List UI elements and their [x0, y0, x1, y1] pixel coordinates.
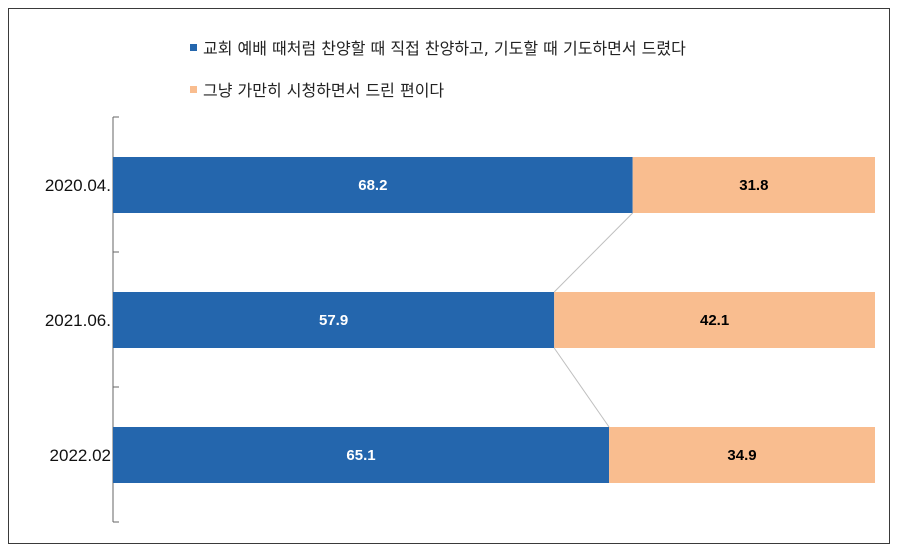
legend-item-series-2: 그냥 가만히 시청하면서 드린 편이다	[190, 77, 444, 101]
legend-swatch-series-2	[190, 85, 197, 93]
category-label: 2022.02	[50, 446, 111, 465]
legend-swatch-series-1	[190, 43, 197, 51]
series-connector-line	[553, 212, 634, 293]
data-label: 42.1	[700, 312, 729, 329]
data-label: 31.8	[739, 177, 768, 194]
bar-segment-series-2	[632, 157, 875, 213]
category-label: 2020.04.	[45, 176, 111, 195]
data-label: 34.9	[727, 447, 756, 464]
category-label: 2021.06.	[45, 311, 111, 330]
data-label: 68.2	[358, 177, 387, 194]
bar-segment-series-2	[609, 427, 875, 483]
legend-item-series-1: 교회 예배 때처럼 찬양할 때 직접 찬양하고, 기도할 때 기도하면서 드렸다	[190, 35, 686, 59]
legend-label-series-2: 그냥 가만히 시청하면서 드린 편이다	[203, 81, 445, 100]
data-label: 65.1	[346, 447, 375, 464]
data-label: 57.9	[319, 312, 348, 329]
bar-segment-series-1	[113, 427, 610, 483]
bar-segment-series-2	[554, 292, 875, 348]
series-connector-line	[553, 347, 610, 428]
bar-segment-series-1	[113, 157, 633, 213]
bar-segment-series-1	[113, 292, 555, 348]
legend-label-series-1: 교회 예배 때처럼 찬양할 때 직접 찬양하고, 기도할 때 기도하면서 드렸다	[203, 39, 686, 58]
